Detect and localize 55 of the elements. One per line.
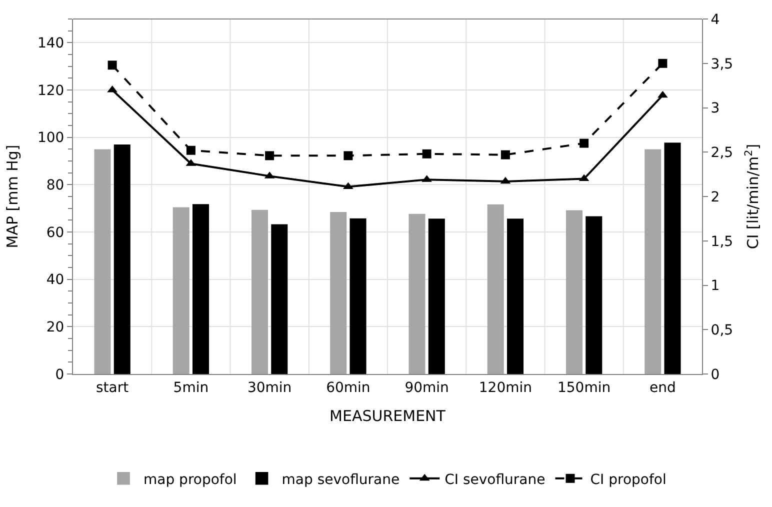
point	[422, 149, 432, 158]
legend-label: CI propofol	[590, 472, 666, 488]
bar	[507, 218, 524, 374]
y2-tick-label: 3	[710, 100, 720, 117]
x-tick-label: start	[96, 380, 130, 396]
y2-tick-label: 1,5	[710, 234, 734, 250]
y-tick-label: 140	[37, 36, 64, 52]
point	[108, 60, 117, 70]
bar	[350, 218, 366, 374]
point	[500, 150, 510, 160]
bar	[330, 212, 347, 374]
y2-tick-label: 4	[710, 12, 720, 28]
legend-label: map propofol	[144, 472, 237, 488]
y2-tick-label: 0,5	[710, 322, 734, 339]
legend-label: CI sevoflurane	[444, 472, 546, 488]
y-tick-label: 60	[46, 224, 64, 241]
y2-tick-label: 2,5	[710, 145, 734, 162]
bar	[566, 210, 582, 374]
bar	[644, 149, 662, 374]
bar	[271, 224, 288, 374]
bar	[172, 207, 190, 374]
y2-tick-label: 0	[710, 366, 720, 383]
bar	[487, 204, 504, 374]
legend-label: map sevoflurane	[282, 472, 400, 488]
y-tick-label: 20	[46, 320, 64, 336]
bar	[586, 216, 602, 374]
x-tick-label: 5min	[173, 380, 209, 396]
bar	[94, 149, 111, 374]
bar	[428, 218, 445, 374]
y2-tick-label: 3,5	[710, 56, 734, 72]
x-tick-label: 60min	[326, 380, 370, 396]
y-tick-label: 120	[37, 82, 64, 99]
bar	[664, 142, 681, 374]
point	[344, 151, 353, 160]
bar	[251, 210, 268, 374]
y-tick-label: 100	[37, 130, 64, 146]
bar	[114, 144, 130, 374]
y-tick-label: 80	[46, 178, 64, 194]
x-tick-label: end	[650, 380, 676, 396]
bar	[408, 214, 426, 374]
point	[265, 151, 274, 160]
bar	[192, 204, 210, 374]
x-tick-label: 30min	[247, 380, 292, 396]
y2-tick-label: 1	[710, 278, 720, 294]
y-tick-label: 40	[46, 272, 64, 288]
x-tick-label: 90min	[404, 380, 449, 396]
y-tick-label: 0	[55, 366, 64, 383]
point	[658, 58, 668, 68]
point	[186, 146, 196, 155]
x-axis-title: MEASUREMENT	[330, 406, 446, 425]
x-tick-label: 150min	[557, 380, 611, 396]
point	[580, 138, 589, 148]
x-tick-label: 120min	[478, 380, 532, 396]
y2-tick-label: 2	[710, 189, 720, 206]
y-axis-title: MAP [mm Hg]	[4, 144, 22, 248]
